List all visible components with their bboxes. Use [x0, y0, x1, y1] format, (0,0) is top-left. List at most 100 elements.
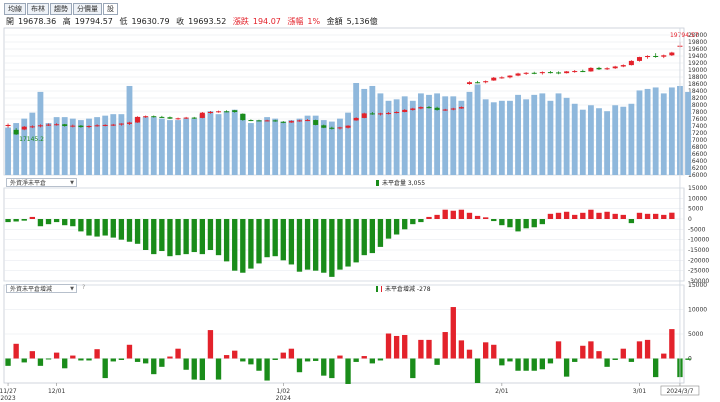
volume-bar — [652, 87, 659, 175]
volume-bar — [207, 111, 214, 175]
tab-moving-average[interactable]: 均線 — [4, 3, 26, 15]
volume-bar — [442, 96, 449, 175]
volume-bar — [685, 91, 691, 175]
oi-change-bar — [652, 358, 659, 378]
volume-bar — [353, 83, 360, 175]
volume-bar — [417, 93, 424, 175]
oi-bar — [547, 213, 554, 219]
volume-bar — [150, 117, 157, 175]
oi-bar — [369, 219, 376, 254]
volume-bar — [191, 118, 198, 175]
volume-bar — [434, 93, 441, 175]
volume-bar — [272, 118, 279, 175]
oi-bar — [183, 219, 189, 255]
low-label: 低 — [119, 17, 128, 26]
change-label: 漲跌 — [232, 17, 249, 26]
oi-bar — [410, 219, 416, 225]
oi-bar — [240, 219, 246, 273]
tab-settings[interactable]: 設 — [103, 3, 118, 15]
candle-body — [402, 109, 408, 112]
candle-body — [37, 125, 43, 127]
volume-bar — [361, 88, 368, 175]
oi-change-bar — [21, 358, 27, 363]
candle-body — [620, 65, 626, 67]
oi-change-indicator-select[interactable]: 外資未平倉增減 ▼ — [6, 284, 77, 293]
oi-change-bar — [134, 358, 141, 362]
oi-change-bar — [110, 358, 116, 362]
volume-bar — [29, 112, 36, 175]
oi-change-bar — [321, 358, 327, 376]
volume-bar — [53, 117, 60, 175]
oi-tick-label: -5000 — [688, 226, 706, 233]
oi-change-bar — [102, 358, 108, 379]
oi-bar — [78, 219, 84, 232]
oi-tick-label: -20000 — [688, 257, 709, 264]
oi-legend-text: 未平倉量 3,055 — [382, 180, 426, 187]
oi-change-bar — [523, 358, 529, 371]
volume-bar — [531, 94, 538, 175]
oi-change-bar — [661, 353, 667, 359]
oi-indicator-select[interactable]: 外資淨未平倉 ▼ — [6, 178, 77, 187]
oi-change-bar — [644, 339, 651, 359]
oi-bar — [450, 210, 456, 219]
tab-volume-profile[interactable]: 分價量 — [73, 3, 102, 15]
oi-bar — [223, 219, 230, 262]
volume-bar — [426, 94, 432, 175]
oi-legend-swatch — [376, 180, 379, 186]
candle-body — [394, 112, 400, 113]
oi-change-bar — [126, 344, 133, 359]
oi-change-bar — [13, 343, 19, 359]
oi-change-bar — [304, 358, 311, 362]
candle-body — [604, 68, 610, 70]
candle-body — [102, 124, 108, 126]
oi-change-bar — [256, 358, 262, 371]
oi-change-bar — [118, 358, 125, 360]
volume-bar — [239, 114, 246, 175]
candle-body — [636, 57, 642, 61]
tab-bollinger[interactable]: 布林 — [27, 3, 49, 15]
help-icon[interactable]: ? — [82, 284, 86, 291]
oi-change-bar — [410, 358, 416, 379]
oi-bar — [207, 219, 214, 250]
volume-bar — [215, 114, 222, 175]
candle-body — [377, 113, 383, 115]
close-value: 19693.52 — [188, 17, 227, 26]
volume-bar — [579, 109, 586, 175]
candle-body — [78, 125, 84, 128]
candle-body — [588, 67, 594, 72]
oi-change-bar — [353, 358, 359, 362]
oi-change-bar — [29, 351, 36, 359]
candle-body — [507, 75, 513, 78]
price-tick-label: 16800 — [688, 144, 707, 151]
volume-bar — [507, 100, 513, 175]
volume-bar — [175, 120, 181, 175]
volume-bar — [482, 99, 489, 175]
oi-bar — [248, 219, 254, 269]
volume-bar — [247, 123, 254, 175]
volume-bar — [231, 109, 238, 175]
oi-change-bar — [167, 356, 173, 359]
tab-trend[interactable]: 趨勢 — [50, 3, 72, 15]
oi-change-bar — [264, 358, 270, 381]
price-tick-label: 18000 — [688, 102, 707, 109]
volume-bar — [199, 114, 206, 175]
candle-body — [256, 120, 262, 122]
oi-bar — [13, 219, 19, 222]
volume-bar — [498, 100, 505, 175]
oi-change-bar — [620, 348, 626, 359]
candle-body — [54, 124, 60, 126]
candle-body — [199, 112, 205, 118]
oi-change-bar — [402, 334, 408, 359]
oi-change-bar — [183, 358, 189, 370]
volume-bar — [490, 102, 497, 175]
oi-legend: 未平倉量 3,055 — [376, 178, 425, 187]
volume-bar — [337, 118, 343, 175]
volume-bar — [256, 120, 262, 175]
oi-change-bar — [248, 358, 254, 365]
oi-bar — [118, 219, 125, 240]
candle-body — [264, 120, 270, 122]
oi-bar — [272, 219, 278, 257]
candle-body — [450, 108, 456, 110]
oi-change-bar — [53, 352, 60, 359]
